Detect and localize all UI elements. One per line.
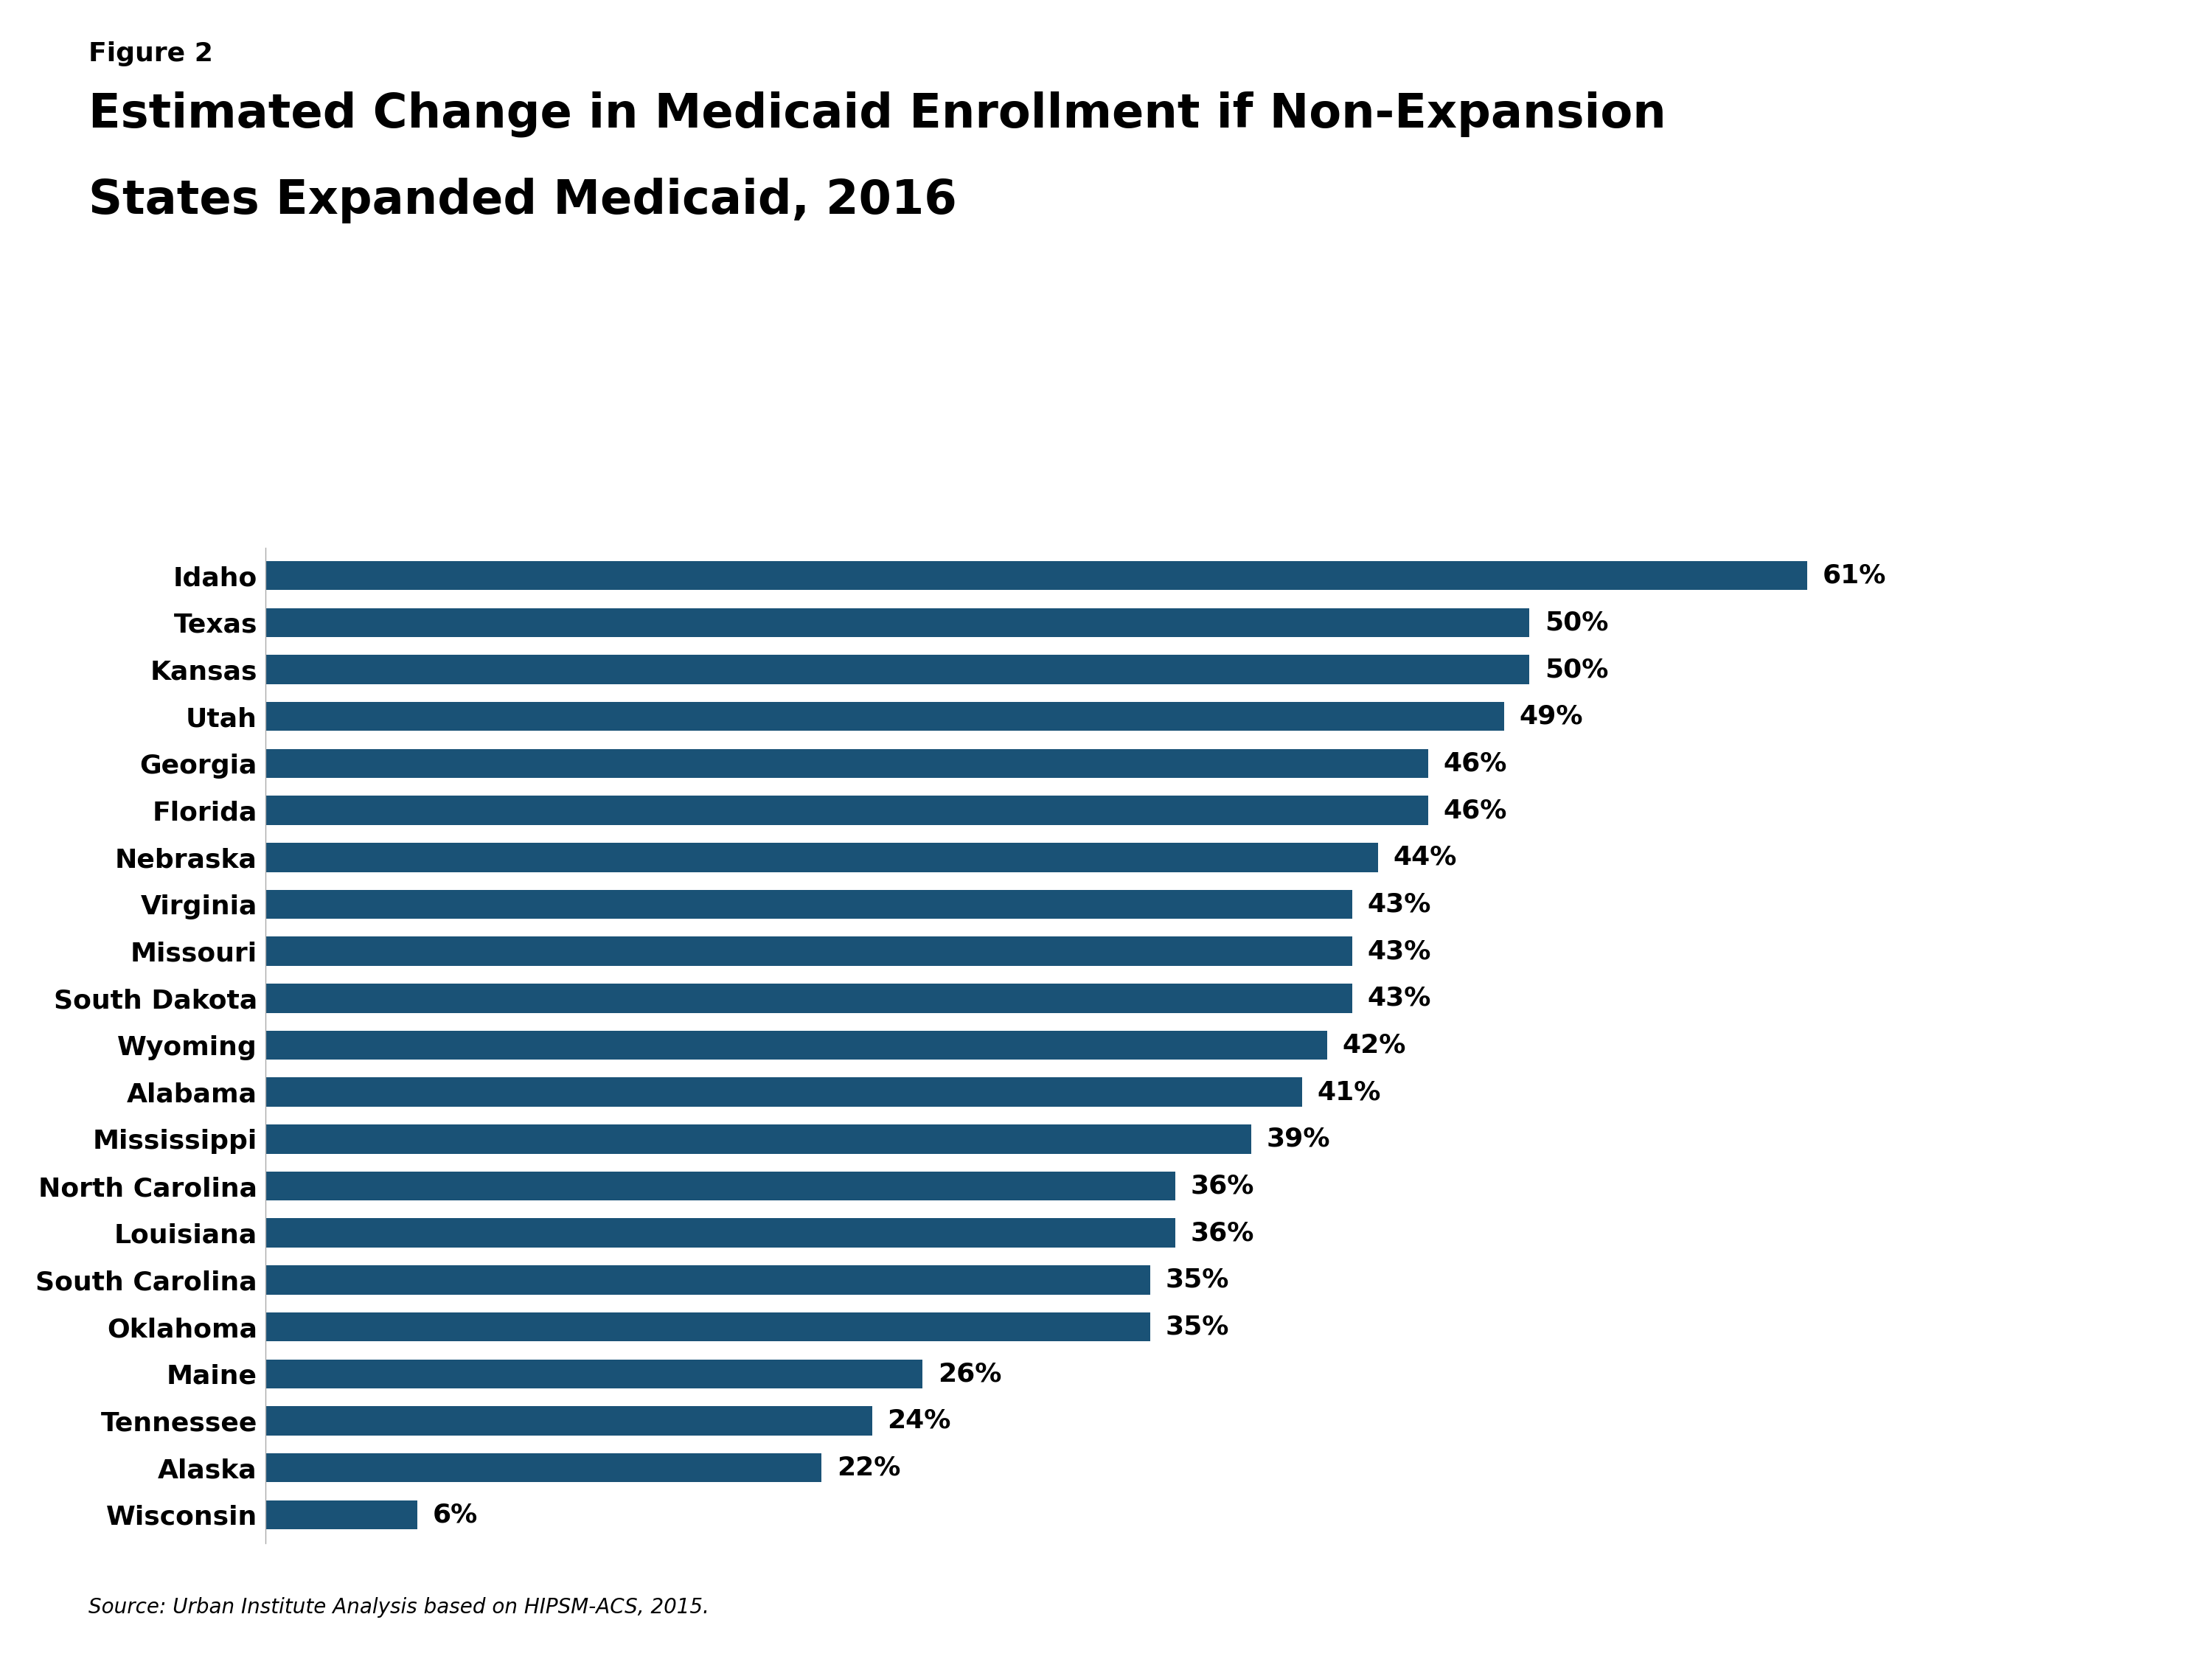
Text: FOUNDATION: FOUNDATION <box>1995 1599 2064 1609</box>
Text: 35%: 35% <box>1166 1314 1230 1339</box>
Text: 41%: 41% <box>1316 1080 1380 1105</box>
Bar <box>265 1453 821 1481</box>
Bar <box>265 1030 1327 1060</box>
Text: States Expanded Medicaid, 2016: States Expanded Medicaid, 2016 <box>88 178 958 224</box>
Text: Figure 2: Figure 2 <box>88 41 212 66</box>
Bar <box>265 1171 1175 1201</box>
Bar <box>265 889 1352 919</box>
Bar <box>265 937 1352 966</box>
Bar <box>265 702 1504 732</box>
Text: 35%: 35% <box>1166 1267 1230 1292</box>
Text: 6%: 6% <box>431 1501 478 1528</box>
Text: 50%: 50% <box>1544 657 1608 682</box>
Text: 43%: 43% <box>1367 893 1431 917</box>
Bar <box>265 1125 1252 1153</box>
Text: Source: Urban Institute Analysis based on HIPSM-ACS, 2015.: Source: Urban Institute Analysis based o… <box>88 1598 710 1618</box>
Text: 44%: 44% <box>1394 844 1458 869</box>
Text: 36%: 36% <box>1190 1221 1254 1246</box>
Text: 43%: 43% <box>1367 985 1431 1010</box>
Text: 61%: 61% <box>1823 562 1887 589</box>
Text: 43%: 43% <box>1367 939 1431 964</box>
Text: Estimated Change in Medicaid Enrollment if Non-Expansion: Estimated Change in Medicaid Enrollment … <box>88 91 1666 138</box>
Bar <box>265 655 1528 684</box>
Bar <box>265 1218 1175 1248</box>
Text: 26%: 26% <box>938 1362 1002 1387</box>
Bar <box>265 1266 1150 1294</box>
Bar <box>265 561 1807 591</box>
Bar <box>265 1407 872 1435</box>
Bar <box>265 843 1378 873</box>
Bar <box>265 609 1528 637</box>
Bar <box>265 1312 1150 1342</box>
Text: 39%: 39% <box>1267 1126 1329 1151</box>
Text: 22%: 22% <box>836 1455 900 1480</box>
Bar <box>265 984 1352 1012</box>
Text: 50%: 50% <box>1544 611 1608 635</box>
Bar <box>265 796 1429 825</box>
Text: 46%: 46% <box>1444 752 1506 776</box>
Text: 46%: 46% <box>1444 798 1506 823</box>
Bar <box>265 1078 1303 1107</box>
Text: 24%: 24% <box>887 1408 951 1433</box>
Text: 36%: 36% <box>1190 1173 1254 1198</box>
Bar <box>265 748 1429 778</box>
Text: 42%: 42% <box>1343 1032 1407 1058</box>
Text: THE HENRY J.: THE HENRY J. <box>1993 1465 2066 1473</box>
Text: 49%: 49% <box>1520 703 1584 728</box>
Text: FAMILY: FAMILY <box>1991 1545 2068 1561</box>
Bar <box>265 1500 418 1530</box>
Bar <box>265 1359 922 1389</box>
Text: KAISER: KAISER <box>1991 1511 2068 1528</box>
